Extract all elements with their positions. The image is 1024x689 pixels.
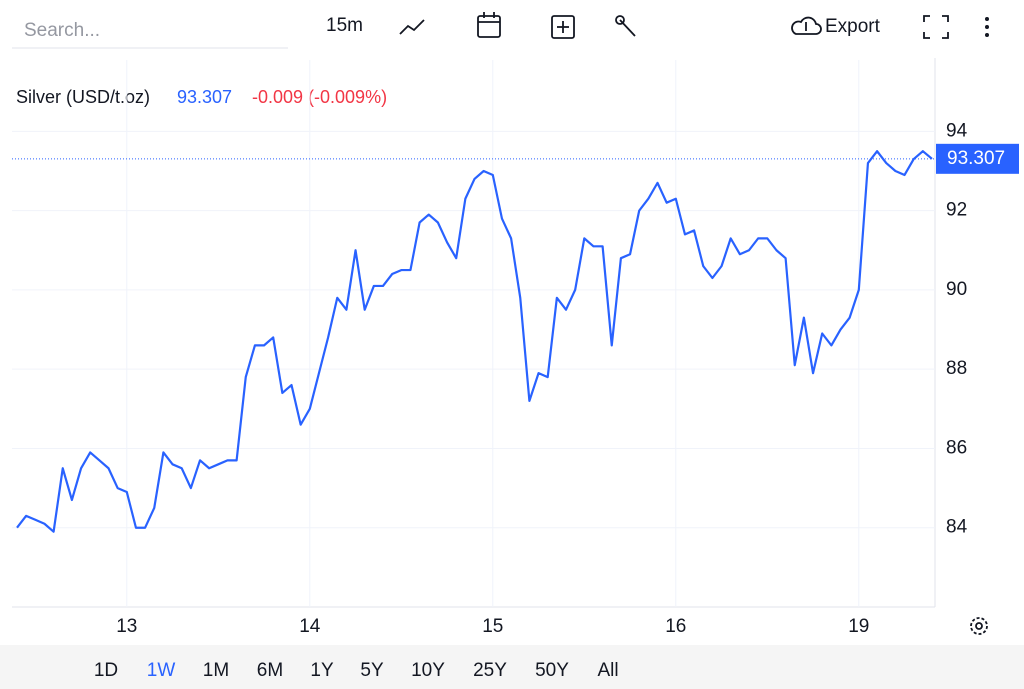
range-bar xyxy=(0,645,1024,689)
y-tick-label: 90 xyxy=(946,279,967,300)
calendar-icon[interactable] xyxy=(477,12,501,38)
chart-type-icon[interactable] xyxy=(399,19,425,35)
range-button[interactable]: 5Y xyxy=(360,660,384,681)
range-button[interactable]: 25Y xyxy=(473,660,507,681)
y-tick-label: 94 xyxy=(946,120,968,141)
x-tick-label: 15 xyxy=(482,616,503,637)
symbol-title: Silver (USD/t.oz) xyxy=(16,87,150,107)
x-tick-label: 16 xyxy=(665,616,686,637)
last-price: 93.307 xyxy=(177,87,232,107)
settings-wrench-icon[interactable] xyxy=(615,15,636,37)
export-icon[interactable] xyxy=(791,16,822,35)
y-tick-label: 88 xyxy=(946,358,967,379)
interval-button[interactable]: 15m xyxy=(326,15,363,36)
menu-icon[interactable] xyxy=(985,17,989,37)
y-tick-label: 84 xyxy=(946,517,968,538)
settings-gear-icon[interactable] xyxy=(970,617,988,635)
export-button[interactable]: Export xyxy=(825,16,881,37)
range-button[interactable]: All xyxy=(597,660,618,681)
price-change: -0.009 (-0.009%) xyxy=(252,87,387,107)
search-input[interactable]: Search... xyxy=(24,20,100,41)
range-button[interactable]: 50Y xyxy=(535,660,569,681)
range-button[interactable]: 1W xyxy=(147,660,176,681)
price-line xyxy=(16,150,933,533)
last-price-label: 93.307 xyxy=(947,148,1005,169)
range-button[interactable]: 1Y xyxy=(310,660,334,681)
y-tick-label: 92 xyxy=(946,200,967,221)
range-button[interactable]: 10Y xyxy=(411,660,445,681)
fullscreen-icon[interactable] xyxy=(923,15,949,39)
range-button[interactable]: 1D xyxy=(94,660,118,681)
x-tick-label: 13 xyxy=(116,616,137,637)
x-tick-label: 14 xyxy=(299,616,321,637)
add-icon[interactable] xyxy=(551,15,575,39)
range-button[interactable]: 6M xyxy=(257,660,283,681)
x-tick-label: 19 xyxy=(848,616,869,637)
y-tick-label: 86 xyxy=(946,437,967,458)
range-button[interactable]: 1M xyxy=(203,660,229,681)
last-price-box xyxy=(936,143,1019,174)
